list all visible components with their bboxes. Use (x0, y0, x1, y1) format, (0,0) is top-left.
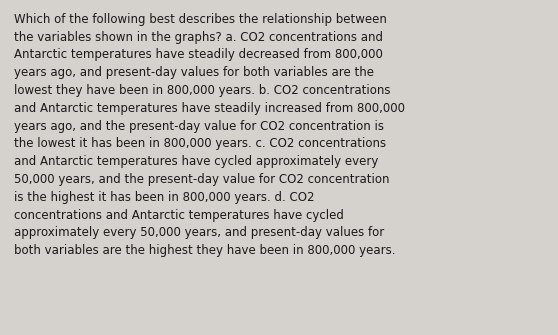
Text: Which of the following best describes the relationship between
the variables sho: Which of the following best describes th… (14, 13, 405, 257)
